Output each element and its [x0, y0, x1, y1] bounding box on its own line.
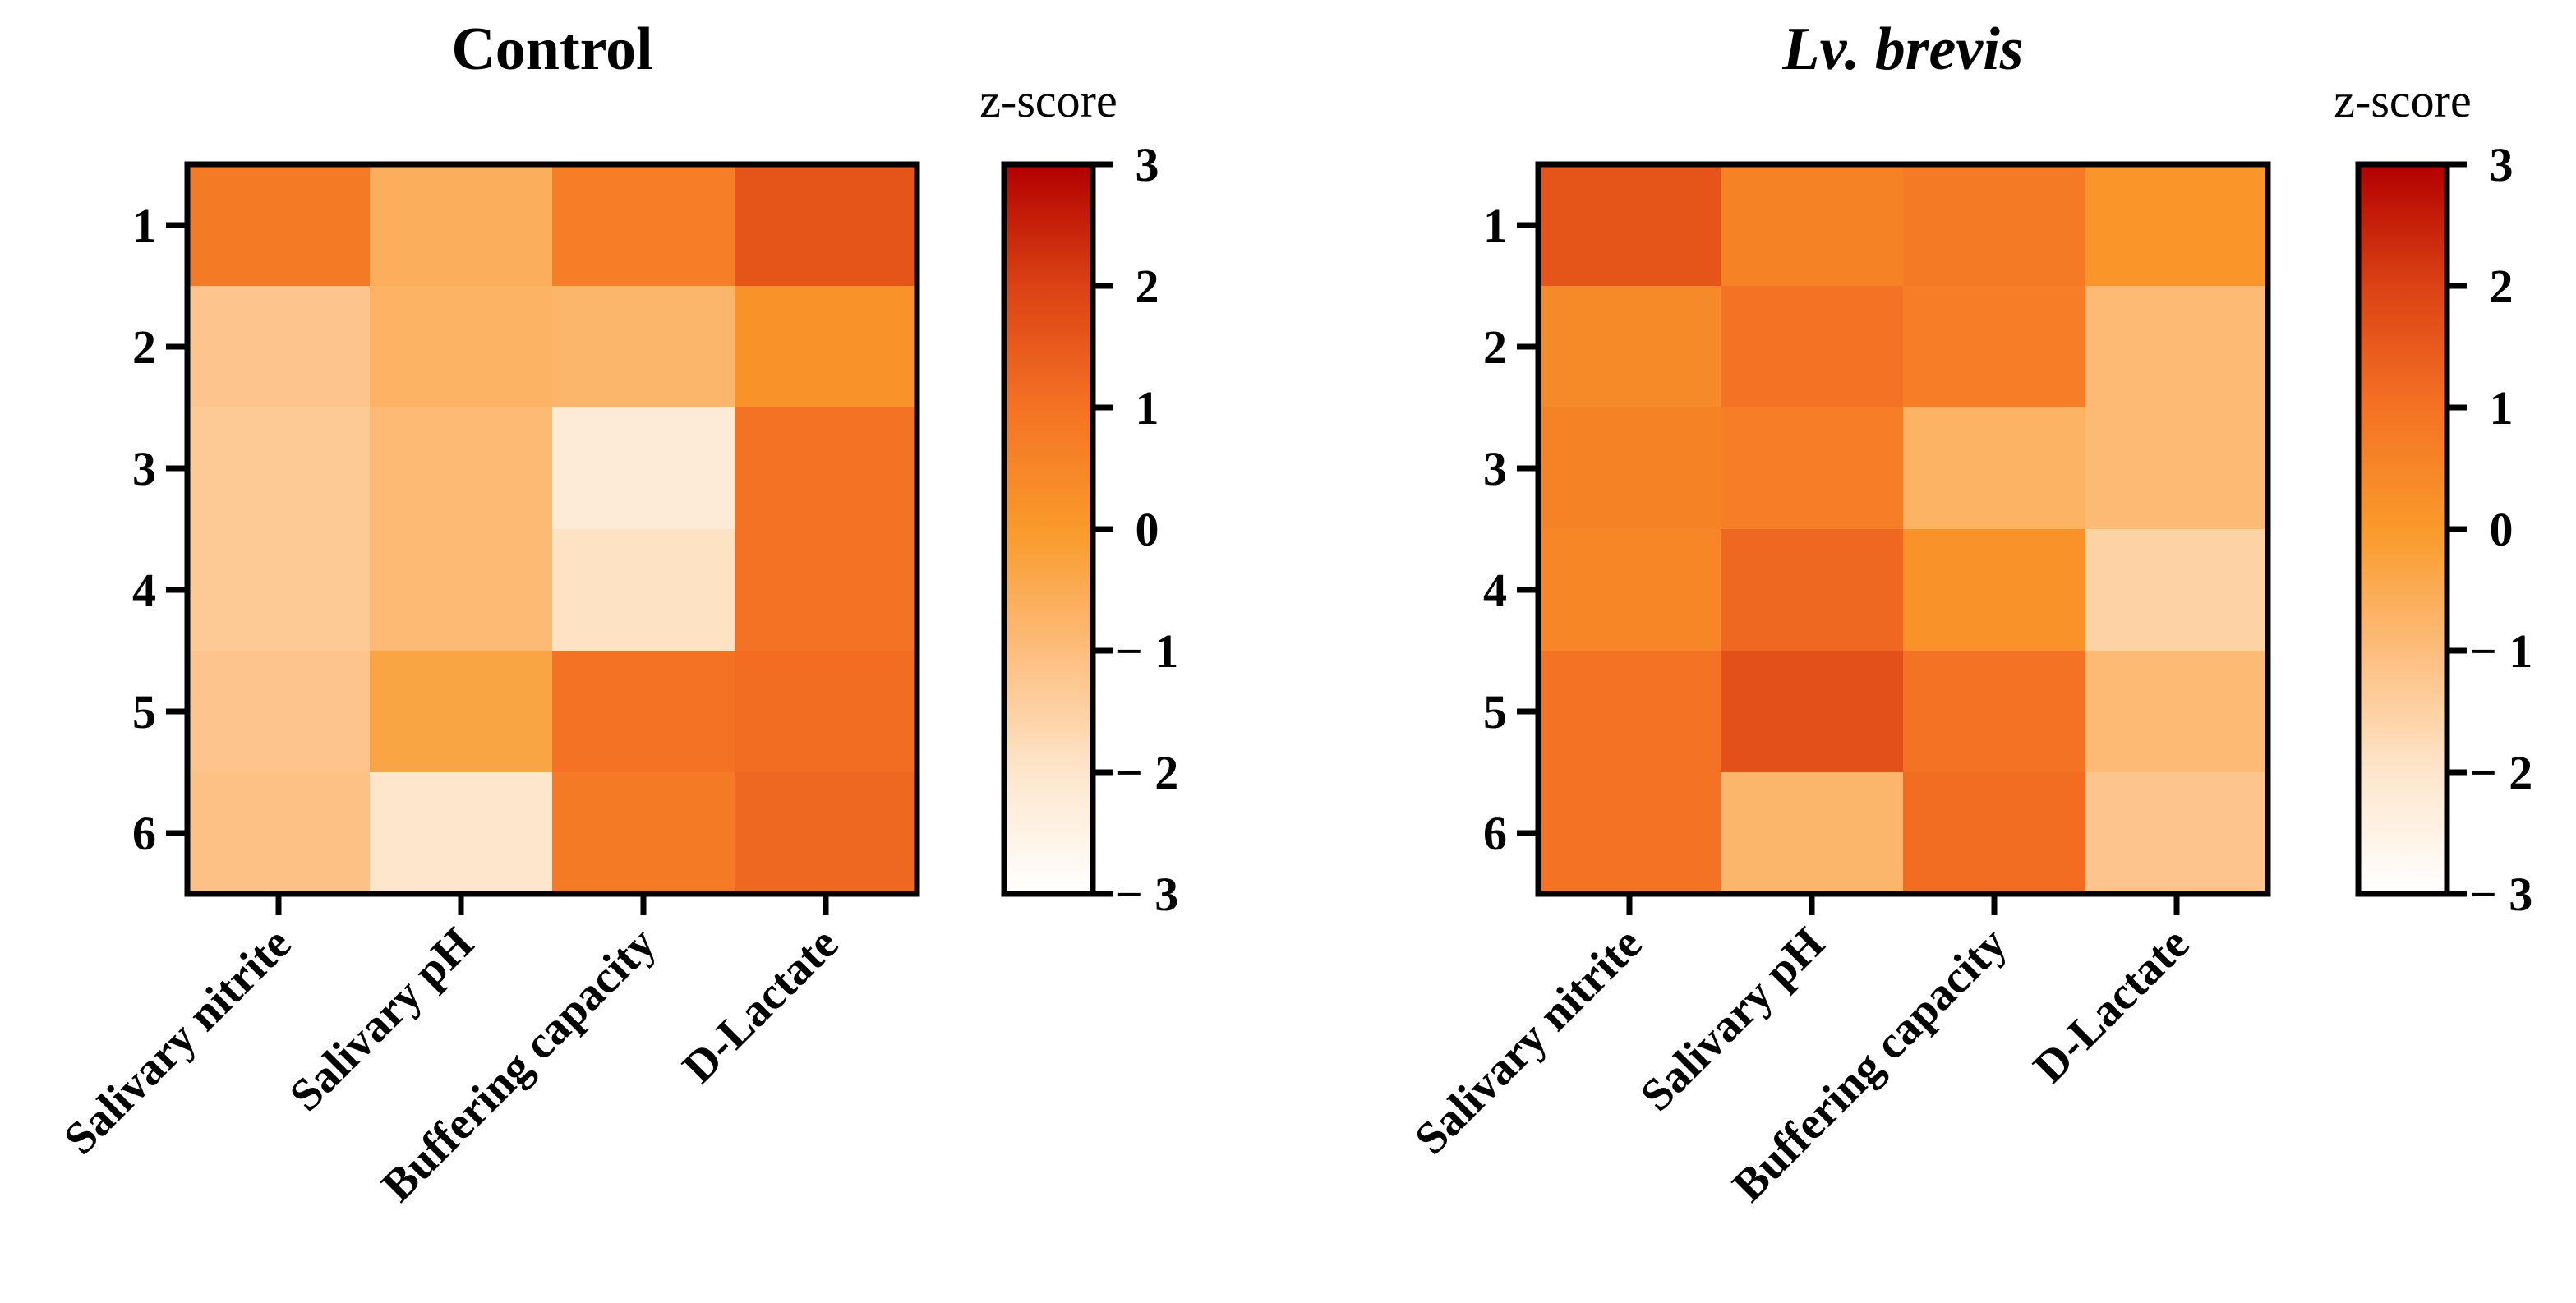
heatmap-cell-r6-c2 [1721, 772, 1904, 895]
heatmap-cell-r1-c1 [1538, 164, 1721, 287]
row-label-6: 6 [1483, 807, 1507, 860]
row-label-4: 4 [1483, 564, 1507, 617]
row-label-1: 1 [132, 199, 156, 252]
heatmap-cell-r2-c2 [1721, 286, 1904, 408]
row-label-6: 6 [132, 807, 156, 860]
heatmap-cell-r2-c3 [1903, 286, 2086, 408]
heatmap-cell-r4-c1 [187, 529, 371, 652]
heatmap-cell-r5-c1 [1538, 651, 1721, 773]
heatmap-cell-r3-c3 [552, 407, 735, 530]
heatmap-cell-r1-c3 [1903, 164, 2086, 287]
colorbar-label: z-score [979, 74, 1117, 127]
heatmap-cell-r2-c2 [370, 286, 553, 408]
heatmap-cell-r6-c3 [1903, 772, 2086, 895]
colorbar [2358, 164, 2447, 894]
colorbar-label: z-score [2334, 74, 2471, 127]
heatmap-cell-r3-c2 [1721, 407, 1904, 530]
row-label-3: 3 [132, 442, 156, 495]
colorbar-tick-label: − 1 [2470, 624, 2533, 678]
heatmap-cell-r1-c2 [370, 164, 553, 287]
colorbar-tick-label: 3 [2490, 138, 2514, 191]
heatmap-cell-r4-c1 [1538, 529, 1721, 652]
colorbar-tick-label: 0 [1136, 503, 1159, 556]
heatmap-cell-r5-c3 [1903, 651, 2086, 773]
colorbar-tick-label: 2 [2490, 260, 2514, 313]
row-label-3: 3 [1483, 442, 1507, 495]
colorbar-tick-label: − 1 [1116, 624, 1179, 678]
heatmap-cell-r6-c1 [187, 772, 371, 895]
row-label-4: 4 [132, 564, 156, 617]
row-label-2: 2 [1483, 320, 1507, 374]
heatmap-frame [1535, 161, 2271, 897]
heatmap-cell-r6-c2 [370, 772, 553, 895]
heatmap-cell-r5-c4 [2085, 651, 2269, 773]
heatmap-cell-r6-c4 [2085, 772, 2269, 895]
heatmap-cell-r4-c3 [552, 529, 735, 652]
colorbar-tick-label: − 2 [2470, 746, 2533, 799]
column-label-d-lactate: D-Lactate [673, 918, 848, 1093]
heatmap-cell-r2-c4 [735, 286, 918, 408]
heatmap-cell-r3-c4 [735, 407, 918, 530]
heatmap-cell-r5-c4 [735, 651, 918, 773]
chart-title: Control [451, 16, 652, 83]
heatmap-cell-r2-c1 [1538, 286, 1721, 408]
column-label-salivary-ph: Salivary pH [280, 918, 483, 1121]
colorbar-tick-label: 2 [1136, 260, 1159, 313]
colorbar [1004, 164, 1093, 894]
heatmap-panel-lv-brevis: Lv. brevis 1 2 3 4 5 6 Salivary nitriteSalivary… [1405, 16, 2532, 1212]
column-label-salivary-ph: Salivary pH [1631, 918, 1834, 1121]
column-label-salivary-nitrite: Salivary nitrite [1405, 918, 1652, 1164]
heatmap-cell-r5-c2 [370, 651, 553, 773]
chart-title: Lv. brevis [1781, 16, 2023, 83]
colorbar-tick-label: 1 [2490, 381, 2514, 435]
heatmap-cell-r4-c3 [1903, 529, 2086, 652]
heatmap-cell-r4-c4 [2085, 529, 2269, 652]
heatmap-cell-r1-c1 [187, 164, 371, 287]
heatmap-cell-r1-c3 [552, 164, 735, 287]
column-label-d-lactate: D-Lactate [2024, 918, 2199, 1093]
heatmap-cell-r3-c3 [1903, 407, 2086, 530]
heatmap-cell-r2-c4 [2085, 286, 2269, 408]
heatmap-cell-r3-c1 [187, 407, 371, 530]
heatmap-cell-r2-c3 [552, 286, 735, 408]
heatmap-cell-r4-c4 [735, 529, 918, 652]
colorbar-tick-label: 1 [1136, 381, 1159, 435]
heatmap-cell-r5-c2 [1721, 651, 1904, 773]
heatmap-cell-r6-c3 [552, 772, 735, 895]
heatmap-cell-r1-c4 [2085, 164, 2269, 287]
row-label-5: 5 [1483, 685, 1507, 739]
colorbar-tick-label: 3 [1136, 138, 1159, 191]
column-label-salivary-nitrite: Salivary nitrite [54, 918, 301, 1164]
colorbar-tick-label: − 2 [1116, 746, 1179, 799]
heatmap-cell-r1-c4 [735, 164, 918, 287]
colorbar-tick-label: − 3 [2470, 868, 2533, 921]
heatmap-cell-r5-c3 [552, 651, 735, 773]
heatmap-cell-r1-c2 [1721, 164, 1904, 287]
row-label-5: 5 [132, 685, 156, 739]
heatmap-cell-r6-c1 [1538, 772, 1721, 895]
row-label-2: 2 [132, 320, 156, 374]
heatmap-cell-r3-c1 [1538, 407, 1721, 530]
heatmap-cell-r3-c4 [2085, 407, 2269, 530]
heatmap-frame [184, 161, 920, 897]
heatmap-cell-r4-c2 [370, 529, 553, 652]
heatmap-cell-r5-c1 [187, 651, 371, 773]
colorbar-tick-label: 0 [2490, 503, 2514, 556]
heatmap-cell-r3-c2 [370, 407, 553, 530]
heatmap-cell-r4-c2 [1721, 529, 1904, 652]
heatmap-cell-r6-c4 [735, 772, 918, 895]
colorbar-tick-label: − 3 [1116, 868, 1179, 921]
heatmap-cell-r2-c1 [187, 286, 371, 408]
row-label-1: 1 [1483, 199, 1507, 252]
